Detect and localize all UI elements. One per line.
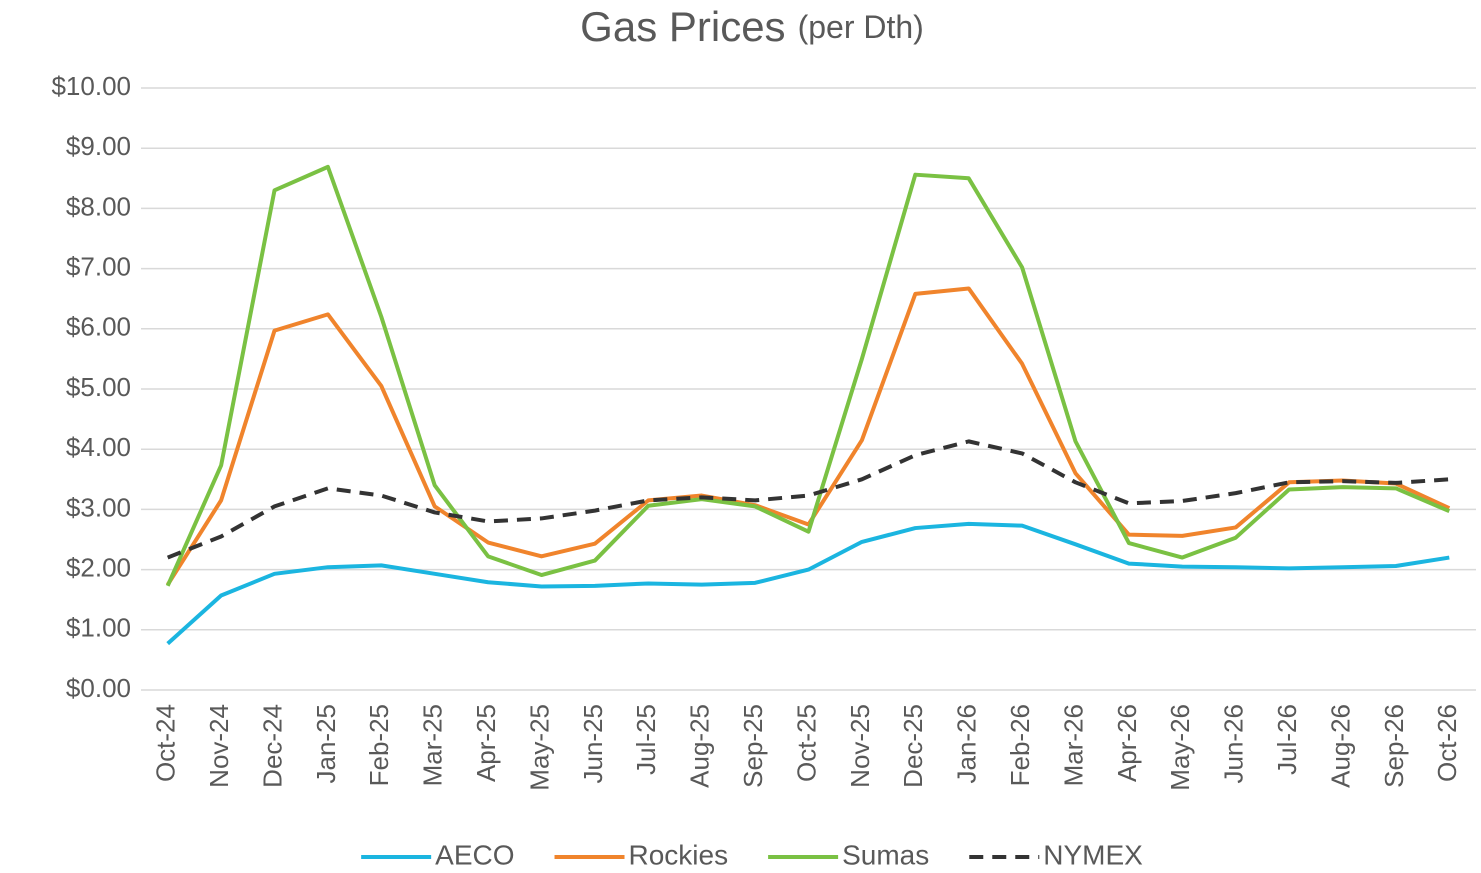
x-tick-label: Feb-26 xyxy=(1005,704,1035,786)
x-tick-label: Mar-25 xyxy=(418,704,448,786)
y-tick-label: $3.00 xyxy=(66,492,131,522)
x-tick-label: Mar-26 xyxy=(1058,704,1088,786)
series-line xyxy=(166,286,1451,586)
legend-label: Rockies xyxy=(629,839,729,870)
x-tick-label: Jun-25 xyxy=(578,704,608,784)
x-tick-label: Aug-26 xyxy=(1325,704,1355,788)
x-tick-label: Sep-26 xyxy=(1379,704,1409,788)
x-tick-label: Jun-26 xyxy=(1219,704,1249,784)
chart-subtitle: (per Dth) xyxy=(798,9,924,45)
x-tick-label: Jan-25 xyxy=(311,704,341,784)
y-tick-label: $8.00 xyxy=(66,191,131,221)
legend-label: NYMEX xyxy=(1043,839,1143,870)
x-tick-label: Aug-25 xyxy=(685,704,715,788)
y-tick-label: $9.00 xyxy=(66,131,131,161)
series-line xyxy=(166,521,1450,646)
x-tick-label: Sep-25 xyxy=(738,704,768,788)
y-tick-label: $1.00 xyxy=(66,613,131,643)
x-tick-label: Apr-26 xyxy=(1112,704,1142,782)
legend-label: AECO xyxy=(435,839,514,870)
series-line xyxy=(166,439,1450,560)
series-line xyxy=(165,164,1451,587)
chart-title: Gas Prices xyxy=(580,3,785,50)
y-tick-label: $10.00 xyxy=(51,71,131,101)
y-tick-label: $2.00 xyxy=(66,552,131,582)
x-tick-label: Nov-25 xyxy=(845,704,875,788)
chart-title-group: Gas Prices (per Dth) xyxy=(580,3,924,50)
x-tick-label: May-25 xyxy=(524,704,554,791)
x-tick-label: Oct-25 xyxy=(791,704,821,782)
x-tick-label: Jan-26 xyxy=(952,704,982,784)
x-tick-label: Nov-24 xyxy=(204,704,234,788)
y-tick-label: $4.00 xyxy=(66,432,131,462)
legend: AECO Rockies Sumas NYMEX xyxy=(361,839,1143,870)
x-tick-label: Dec-25 xyxy=(898,704,928,788)
legend-label: Sumas xyxy=(842,839,929,870)
x-tick-label: Jul-25 xyxy=(631,704,661,775)
y-tick-label: $5.00 xyxy=(66,372,131,402)
x-tick-label: May-26 xyxy=(1165,704,1195,791)
x-tick-label: Oct-24 xyxy=(151,704,181,782)
y-tick-label: $0.00 xyxy=(66,673,131,703)
x-tick-label: Oct-26 xyxy=(1432,704,1462,782)
x-tick-label: Feb-25 xyxy=(364,704,394,786)
x-tick-label: Jul-26 xyxy=(1272,704,1302,775)
x-tick-label: Apr-25 xyxy=(471,704,501,782)
y-tick-label: $6.00 xyxy=(66,312,131,342)
y-tick-label: $7.00 xyxy=(66,251,131,281)
x-tick-label: Dec-24 xyxy=(257,704,287,788)
